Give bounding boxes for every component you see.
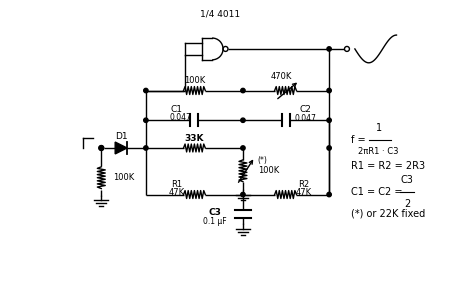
Circle shape: [144, 88, 148, 93]
Text: 100K: 100K: [113, 173, 134, 182]
Circle shape: [99, 146, 104, 150]
Text: 1/4 4011: 1/4 4011: [200, 10, 240, 19]
Text: f =: f =: [351, 135, 369, 145]
Text: C1: C1: [171, 105, 182, 114]
Text: 100K: 100K: [258, 166, 279, 175]
Circle shape: [327, 47, 331, 51]
Text: C3: C3: [401, 175, 414, 185]
Circle shape: [241, 88, 245, 93]
Circle shape: [327, 193, 331, 197]
Text: 1: 1: [376, 123, 382, 133]
Circle shape: [327, 88, 331, 93]
Circle shape: [327, 146, 331, 150]
Polygon shape: [115, 142, 127, 154]
Text: (*) or 22K fixed: (*) or 22K fixed: [351, 208, 425, 218]
Text: 2πR1 · C3: 2πR1 · C3: [359, 147, 399, 156]
Text: C2: C2: [299, 105, 311, 114]
Text: 470K: 470K: [271, 72, 292, 81]
Text: 47K: 47K: [295, 188, 312, 197]
Text: 0.1 μF: 0.1 μF: [203, 217, 227, 226]
Text: 33K: 33K: [185, 134, 204, 143]
Text: (*): (*): [258, 156, 268, 165]
Text: 47K: 47K: [169, 188, 185, 197]
Text: 0.047: 0.047: [170, 113, 191, 122]
Circle shape: [144, 146, 148, 150]
Text: C3: C3: [209, 208, 222, 217]
Circle shape: [241, 193, 245, 197]
Circle shape: [144, 118, 148, 122]
Text: 100K: 100K: [184, 76, 205, 85]
Text: D1: D1: [115, 132, 127, 141]
Circle shape: [241, 146, 245, 150]
Text: 0.047: 0.047: [294, 114, 316, 123]
Circle shape: [327, 118, 331, 122]
Text: C1 = C2 =: C1 = C2 =: [351, 187, 406, 197]
Circle shape: [241, 118, 245, 122]
Text: 2: 2: [404, 198, 410, 209]
Text: R1: R1: [171, 180, 182, 189]
Text: R1 = R2 = 2R3: R1 = R2 = 2R3: [351, 161, 425, 171]
Text: R2: R2: [298, 180, 309, 189]
